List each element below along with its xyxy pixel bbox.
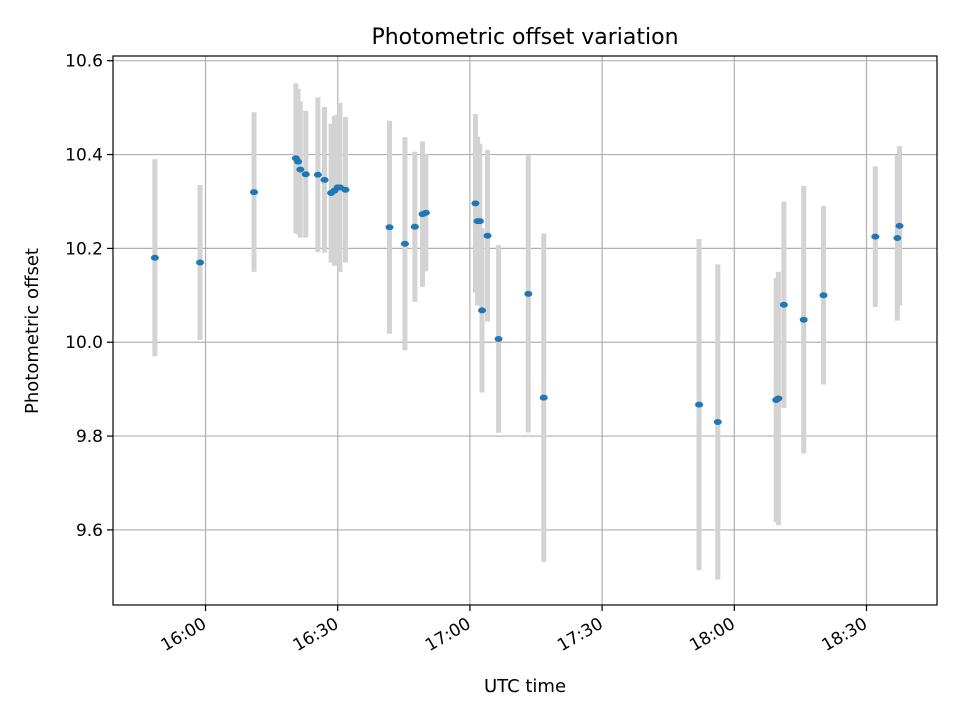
data-point — [250, 189, 259, 196]
y-tick-label: 9.8 — [76, 427, 103, 447]
data-point — [400, 240, 409, 247]
data-point — [385, 224, 394, 231]
x-tick-label: 17:00 — [422, 614, 474, 656]
data-point — [478, 307, 487, 314]
error-bars — [152, 83, 903, 580]
grid-lines — [113, 56, 937, 605]
x-axis-ticks: 16:00 16:30 17:00 17:30 18:00 18:30 — [158, 605, 871, 656]
data-point — [779, 301, 788, 308]
y-tick-label: 9.6 — [76, 521, 103, 541]
data-point — [313, 171, 322, 178]
data-point — [320, 176, 329, 183]
data-point — [695, 401, 704, 408]
data-point — [893, 235, 902, 242]
x-tick-label: 17:30 — [554, 614, 606, 656]
data-point — [475, 218, 484, 225]
data-point — [774, 395, 783, 402]
x-tick-label: 18:30 — [819, 614, 871, 656]
data-point — [150, 254, 159, 261]
data-point — [471, 200, 480, 207]
data-point — [341, 186, 350, 193]
y-tick-label: 10.6 — [65, 52, 103, 72]
y-axis-label: Photometric offset — [22, 248, 43, 414]
data-point — [421, 209, 430, 216]
data-point — [494, 335, 503, 342]
data-point — [871, 233, 880, 240]
data-point — [296, 166, 305, 173]
data-point — [524, 290, 533, 297]
x-tick-label: 16:30 — [290, 614, 342, 656]
data-point — [539, 394, 548, 401]
x-tick-label: 18:00 — [686, 614, 738, 656]
y-axis-ticks: 9.6 9.8 10.0 10.2 10.4 10.6 — [65, 52, 113, 541]
plot-frame — [112, 55, 938, 606]
data-point — [410, 223, 419, 230]
data-point — [301, 171, 310, 178]
data-points — [150, 155, 904, 425]
x-axis-label: UTC time — [484, 676, 566, 697]
y-tick-label: 10.4 — [65, 146, 103, 166]
data-point — [196, 259, 205, 266]
y-tick-label: 10.2 — [65, 239, 103, 259]
data-point — [799, 316, 808, 323]
chart-title: Photometric offset variation — [371, 25, 678, 50]
data-point — [819, 292, 828, 299]
data-point — [294, 158, 303, 165]
x-tick-label: 16:00 — [158, 614, 210, 656]
data-point — [483, 232, 492, 239]
data-point — [713, 419, 722, 425]
y-tick-label: 10.0 — [65, 333, 103, 353]
data-point — [895, 222, 904, 229]
